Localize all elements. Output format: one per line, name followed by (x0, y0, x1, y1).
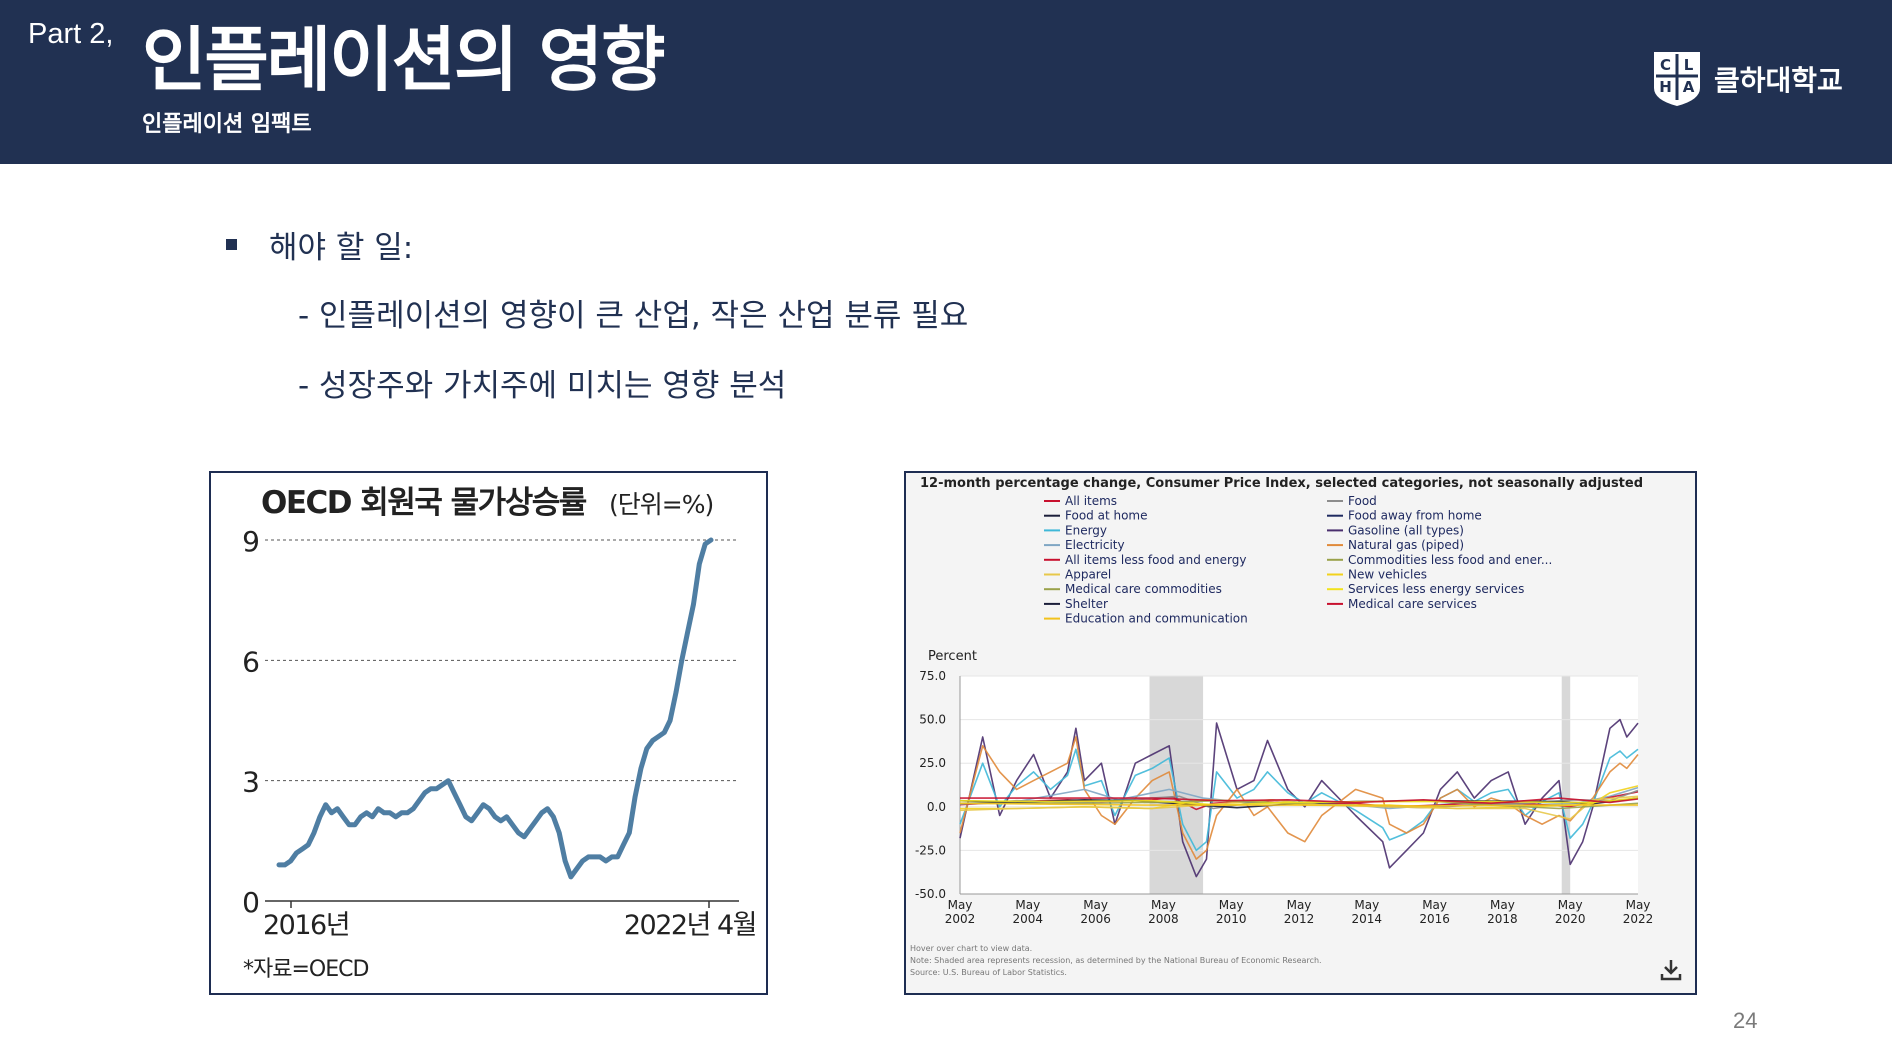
cpi-y-tick-label: 75.0 (919, 669, 946, 683)
oecd-unit-note: (단위=%) (609, 490, 713, 519)
recession-shade (1149, 676, 1204, 894)
cpi-chart-svg: 12-month percentage change, Consumer Pri… (910, 476, 1686, 984)
cpi-x-tick-year: 2010 (1216, 912, 1247, 926)
cpi-x-tick-year: 2008 (1148, 912, 1179, 926)
cpi-series-line (960, 799, 1639, 810)
cpi-x-tick-year: 2004 (1013, 912, 1044, 926)
legend-label: Food at home (1065, 509, 1147, 523)
logo-letter-h: H (1659, 78, 1672, 96)
cpi-y-tick-label: -50.0 (915, 887, 946, 901)
legend-label: Food away from home (1348, 509, 1482, 523)
legend-label: Medical care services (1348, 597, 1477, 611)
cpi-x-tick-month: May (1490, 898, 1515, 912)
cpi-x-tick-month: May (1354, 898, 1379, 912)
legend-label: Natural gas (piped) (1348, 538, 1464, 552)
oecd-y-tick-label: 6 (242, 645, 260, 678)
oecd-inflation-chart: OECD 회원국 물가상승률 (단위=%) 0 3 6 9 2016년 2022년 4… (209, 471, 768, 995)
legend-label: Services less energy services (1348, 582, 1524, 596)
oecd-chart-svg: OECD 회원국 물가상승률 (단위=%) 0 3 6 9 2016년 2022년 4… (242, 485, 757, 982)
oecd-x-start-label: 2016년 (263, 910, 349, 941)
download-icon[interactable] (1656, 954, 1686, 984)
sub-item-1: - 인플레이션의 영향이 큰 산업, 작은 산업 분류 필요 (298, 298, 969, 334)
legend-label: All items less food and energy (1065, 553, 1246, 567)
cpi-x-tick-year: 2012 (1284, 912, 1315, 926)
cpi-plot-area (960, 676, 1638, 894)
oecd-y-tick-label: 9 (242, 525, 260, 558)
page-subtitle: 인플레이션 임팩트 (142, 112, 312, 137)
cpi-x-tick-year: 2006 (1080, 912, 1111, 926)
cpi-y-tick-label: -25.0 (915, 843, 946, 857)
logo-letter-l: L (1684, 56, 1694, 74)
legend-label: Gasoline (all types) (1348, 523, 1464, 537)
cpi-note-hover: Hover over chart to view data. (910, 944, 1032, 953)
cpi-series-line (959, 802, 1638, 807)
legend-label: Electricity (1065, 538, 1125, 552)
legend-label: Education and communication (1065, 612, 1248, 626)
page-title: 인플레이션의 영향 (142, 19, 666, 101)
logo-text: 클하대학교 (1714, 64, 1843, 97)
cpi-x-tick-year: 2016 (1419, 912, 1450, 926)
header-bar: Part 2, 인플레이션의 영향 인플레이션 임팩트 C L H A 클하대학… (0, 0, 1892, 164)
oecd-x-end-label: 2022년 4월 (624, 910, 756, 941)
oecd-inflation-line (276, 537, 714, 880)
legend-label: Shelter (1065, 597, 1108, 611)
logo-letter-c: C (1660, 56, 1671, 74)
cpi-y-tick-label: 25.0 (919, 756, 946, 770)
cpi-x-tick-month: May (1151, 898, 1176, 912)
cpi-x-tick-month: May (1287, 898, 1312, 912)
bullet-heading: 해야 할 일: (269, 230, 414, 266)
cpi-series-line (960, 797, 1639, 805)
cpi-chart: 12-month percentage change, Consumer Pri… (904, 471, 1697, 995)
sub-item-2: - 성장주와 가치주에 미치는 영향 분석 (298, 368, 787, 404)
cpi-series-line (959, 748, 1639, 852)
legend-label: Food (1348, 494, 1377, 508)
part-label: Part 2, (28, 18, 114, 50)
cpi-x-tick-month: May (1626, 898, 1651, 912)
logo-letter-a: A (1683, 78, 1695, 96)
cpi-note-recession: Note: Shaded area represents recession, … (910, 956, 1322, 965)
cpi-x-tick-year: 2020 (1555, 912, 1586, 926)
legend-label: Medical care commodities (1065, 582, 1222, 596)
legend-label: All items (1065, 494, 1117, 508)
cpi-y-tick-label: 50.0 (919, 713, 946, 727)
cpi-x-tick-month: May (1558, 898, 1583, 912)
cpi-x-tick-month: May (1422, 898, 1447, 912)
oecd-y-tick-label: 0 (242, 886, 260, 919)
page-number: 24 (1733, 1008, 1758, 1033)
bullet-marker (226, 239, 237, 250)
cpi-x-tick-month: May (1219, 898, 1244, 912)
cpi-y-tick-label: 0.0 (927, 800, 946, 814)
legend-label: Commodities less food and ener... (1348, 553, 1552, 567)
university-logo: C L H A 클하대학교 (1652, 50, 1843, 108)
oecd-chart-title: OECD 회원국 물가상승률 (261, 485, 587, 521)
cpi-y-axis-label: Percent (928, 649, 977, 664)
cpi-series-line (959, 736, 1639, 860)
recession-shade (1561, 676, 1571, 894)
legend-label: Apparel (1065, 568, 1111, 582)
cpi-x-tick-month: May (1015, 898, 1040, 912)
cpi-x-tick-month: May (948, 898, 973, 912)
legend-label: Energy (1065, 523, 1107, 537)
crest-icon: C L H A (1654, 52, 1700, 106)
bullet-heading-row: 해야 할 일: (226, 222, 413, 267)
cpi-chart-title: 12-month percentage change, Consumer Pri… (920, 476, 1643, 491)
cpi-x-tick-year: 2018 (1487, 912, 1518, 926)
oecd-source: *자료=OECD (243, 957, 368, 982)
cpi-x-tick-month: May (1083, 898, 1108, 912)
cpi-x-tick-year: 2014 (1352, 912, 1383, 926)
oecd-y-tick-label: 3 (242, 766, 260, 799)
legend-label: New vehicles (1348, 568, 1427, 582)
cpi-x-tick-year: 2002 (945, 912, 976, 926)
bullet-list: 해야 할 일: (226, 222, 413, 267)
cpi-x-tick-year: 2022 (1623, 912, 1654, 926)
cpi-note-source: Source: U.S. Bureau of Labor Statistics. (910, 968, 1067, 977)
